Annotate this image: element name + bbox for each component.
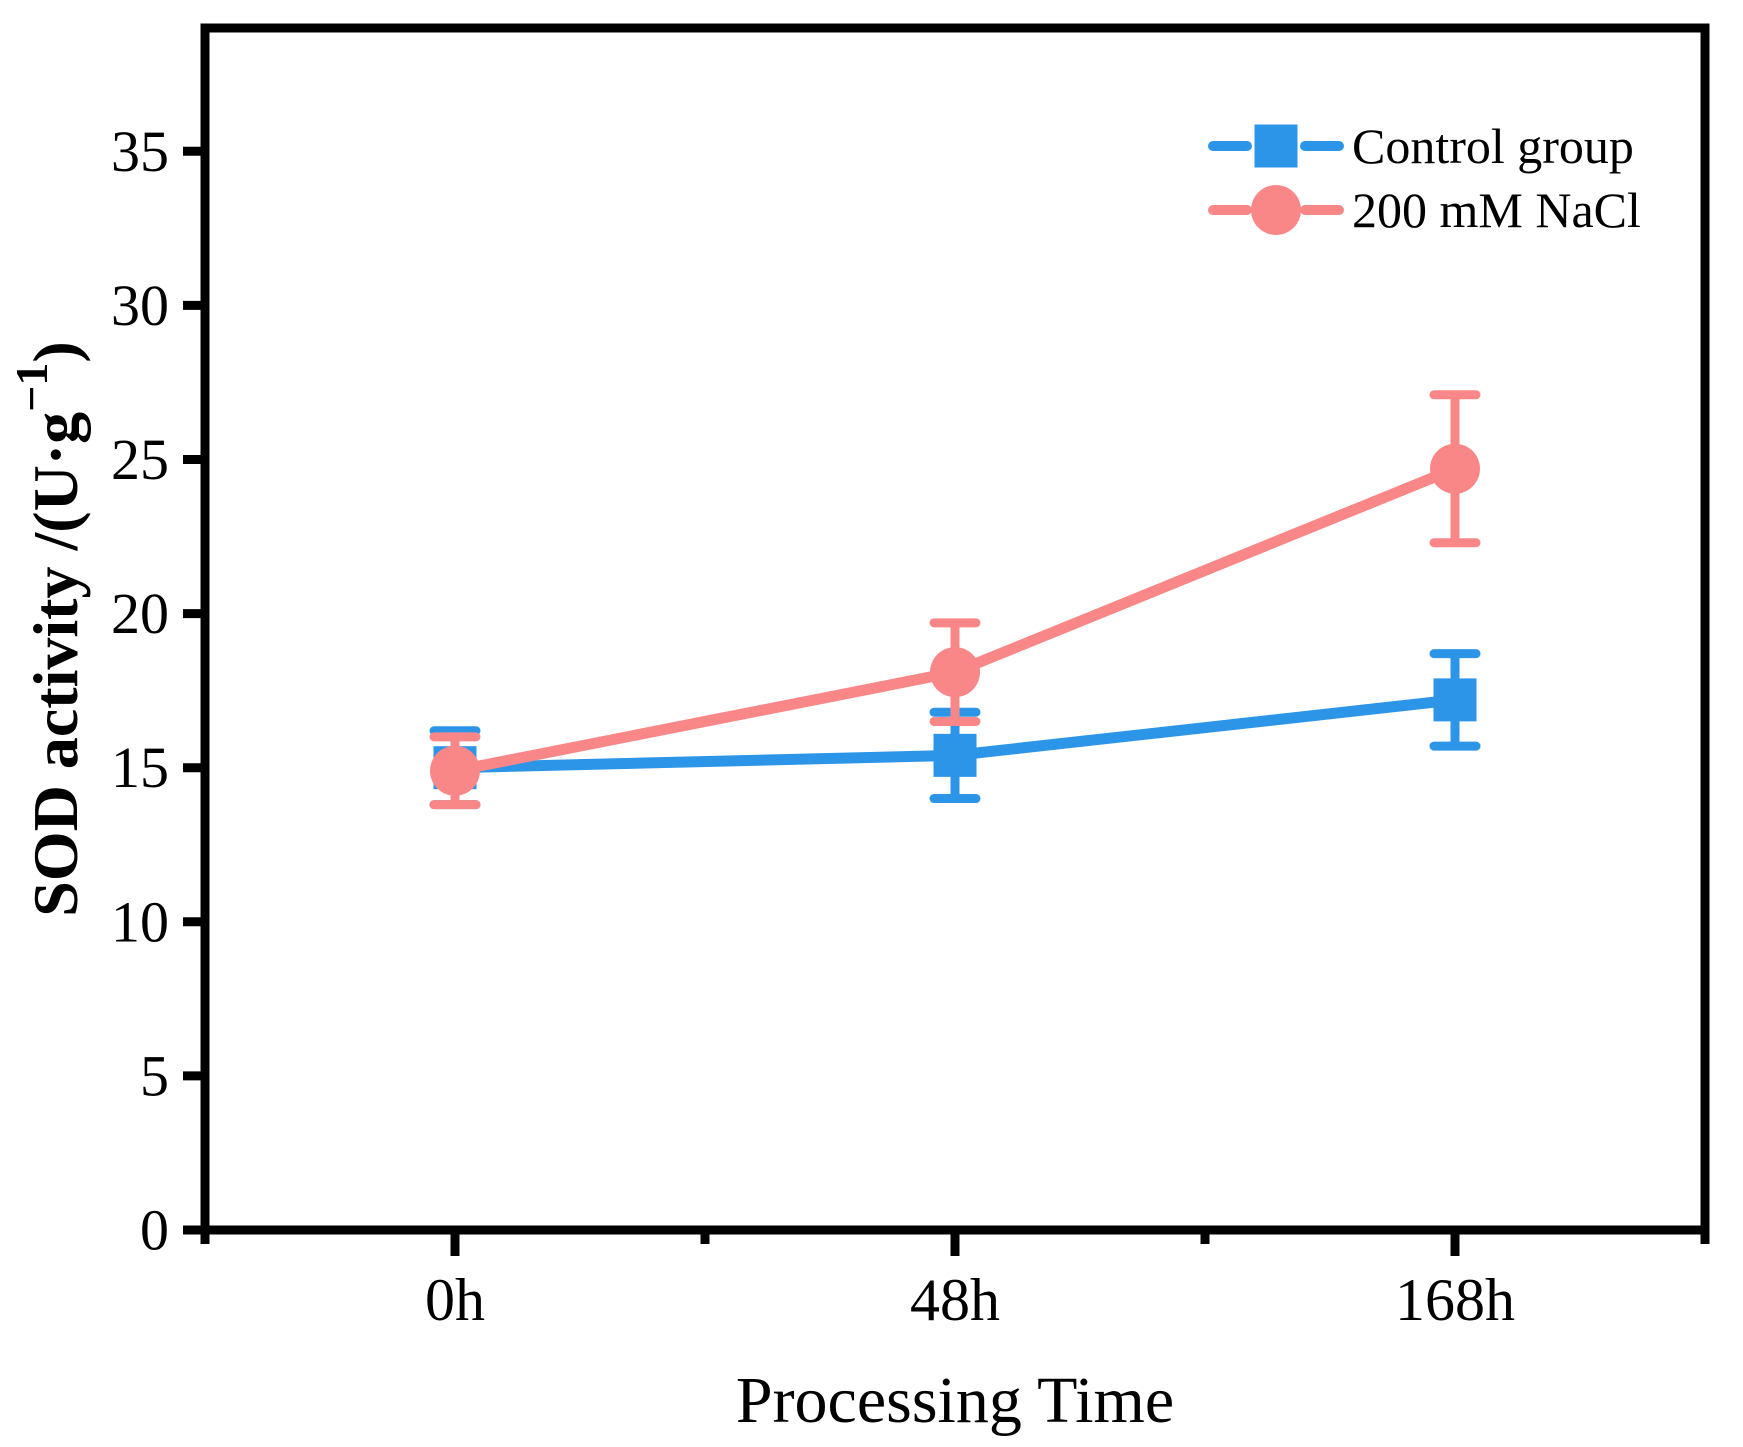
y-axis-title-main: SOD activity /(U·g: [20, 412, 91, 917]
y-tick-label: 20: [111, 581, 169, 646]
x-tick-label: 168h: [1395, 1267, 1515, 1333]
y-tick-label: 10: [111, 889, 169, 954]
circle-marker: [1430, 443, 1480, 494]
legend-circle-marker: [1251, 185, 1301, 235]
y-axis: 0 5 10 15 20 25 30 35: [111, 119, 205, 1263]
legend-square-marker: [1254, 124, 1298, 168]
x-tick-label: 48h: [910, 1267, 1000, 1333]
y-tick-label: 30: [111, 273, 169, 338]
legend-label: 200 mM NaCl: [1352, 182, 1641, 238]
circle-marker: [930, 647, 980, 698]
y-tick-label: 35: [111, 119, 169, 184]
square-marker: [933, 733, 977, 777]
square-marker: [1433, 678, 1477, 722]
circle-marker: [430, 745, 480, 796]
x-tick-label: 0h: [425, 1267, 485, 1333]
y-axis-title-close: ): [20, 341, 91, 362]
x-axis-title: Processing Time: [736, 1364, 1174, 1437]
y-axis-title-superscript: −1: [6, 363, 57, 412]
y-tick-label: 25: [111, 427, 169, 492]
y-tick-label: 5: [140, 1043, 169, 1108]
legend-item: 200 mM NaCl: [1208, 182, 1641, 238]
y-axis-title: SOD activity /(U·g−1): [6, 341, 91, 916]
legend: Control group 200 mM NaCl: [1208, 118, 1641, 238]
y-tick-label: 15: [111, 735, 169, 800]
y-tick-label: 0: [140, 1198, 169, 1263]
legend-label: Control group: [1352, 118, 1634, 174]
legend-item: Control group: [1208, 118, 1634, 174]
x-axis: 0h 48h 168h: [200, 1230, 1710, 1333]
series-200-mm-nacl: [429, 390, 1481, 810]
